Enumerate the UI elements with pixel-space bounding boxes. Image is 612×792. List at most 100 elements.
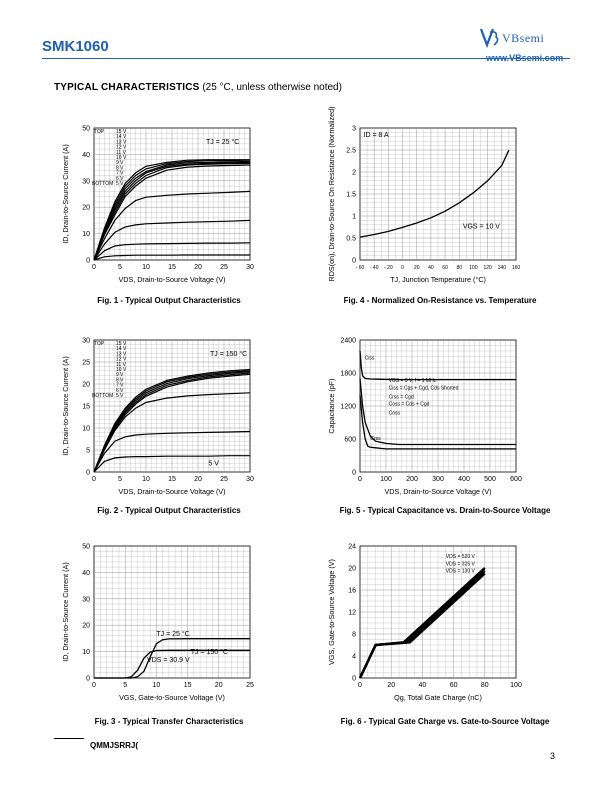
series-line-3 xyxy=(358,567,486,679)
legend-item: 13 V xyxy=(116,139,127,145)
x-tick-label: 100 xyxy=(380,476,392,483)
y-tick-label: 10 xyxy=(82,649,90,656)
legend-item: 10 V xyxy=(116,367,127,373)
legend-item: 5 V xyxy=(116,181,124,187)
footer-rule xyxy=(54,738,84,739)
y-tick-label: 2.5 xyxy=(346,148,356,155)
legend-item: 15 V xyxy=(116,129,127,135)
page-number: 3 xyxy=(550,751,556,761)
annotation-7: Crss xyxy=(370,436,381,442)
annotation-1: Ciss xyxy=(365,355,375,361)
legend-item: 8 V xyxy=(116,377,124,383)
annotation-tj: TJ = 25 °C xyxy=(206,138,239,146)
series-line-5 xyxy=(93,162,251,261)
y-axis-label: ID, Drain-to-Source Current (A) xyxy=(61,144,70,243)
annotation-3: Ciss = Cgs + Cgd, Cds Shorted xyxy=(389,386,459,392)
legend-item: 6 V xyxy=(116,176,124,182)
footer-code: QMMJSRRJ( xyxy=(90,741,139,750)
series-line-8 xyxy=(93,455,250,473)
x-axis-label: VGS, Gate-to-Source Voltage (V) xyxy=(119,693,225,702)
y-tick-label: 0 xyxy=(86,470,90,477)
x-tick-label: 20 xyxy=(414,265,420,271)
x-tick-label: 80 xyxy=(456,265,462,271)
x-tick-label: 160 xyxy=(512,265,521,271)
caption-fig4: Fig. 4 - Normalized On-Resistance vs. Te… xyxy=(343,296,537,305)
y-tick-label: 20 xyxy=(348,566,356,573)
series-line-7 xyxy=(93,190,251,261)
x-tick-label: 0 xyxy=(401,265,404,271)
y-tick-label: 0 xyxy=(352,676,356,683)
logo-icon xyxy=(479,28,499,48)
x-tick-label: - 60 xyxy=(356,265,365,271)
y-tick-label: 20 xyxy=(82,382,90,389)
y-tick-label: 8 xyxy=(352,632,356,639)
x-axis-label: TJ, Junction Temperature (°C) xyxy=(390,275,486,284)
y-tick-label: 0 xyxy=(86,258,90,265)
y-axis-label: ID, Drain-to-Source Current (A) xyxy=(61,356,70,455)
y-axis-label: VGS, Gate-to-Source Voltage (V) xyxy=(327,559,336,665)
annotation-5: Coss = Cds + Cgd xyxy=(389,401,430,407)
x-tick-label: 60 xyxy=(450,682,458,689)
legend: TOP 15 V14 V13 V12 V11 V10 V9 V8 V7 V6 V5… xyxy=(92,341,127,399)
x-axis-label: VDS, Drain-to-Source Voltage (V) xyxy=(118,487,225,496)
x-tick-label: 40 xyxy=(419,682,427,689)
x-tick-label: 20 xyxy=(387,682,395,689)
series-line-6 xyxy=(93,392,251,473)
x-tick-label: 0 xyxy=(358,476,362,483)
y-tick-label: 30 xyxy=(82,338,90,345)
y-tick-label: 1200 xyxy=(340,404,356,411)
x-axis-label: VDS, Drain-to-Source Voltage (V) xyxy=(384,487,491,496)
y-tick-label: 20 xyxy=(82,205,90,212)
x-tick-label: 15 xyxy=(168,476,176,483)
x-axis-label: VDS, Drain-to-Source Voltage (V) xyxy=(118,275,225,284)
x-tick-label: 10 xyxy=(142,476,150,483)
legend-item: 9 V xyxy=(116,160,124,166)
x-tick-label: 5 xyxy=(123,682,127,689)
y-tick-label: 10 xyxy=(82,426,90,433)
caption-fig6: Fig. 6 - Typical Gate Charge vs. Gate-to… xyxy=(340,717,550,726)
series-line-9 xyxy=(93,242,251,261)
series-line-1 xyxy=(93,159,250,261)
x-tick-label: 0 xyxy=(92,682,96,689)
y-tick-label: 1 xyxy=(352,214,356,221)
section-title: TYPICAL CHARACTERISTICS xyxy=(54,82,200,93)
y-tick-label: 50 xyxy=(82,126,90,133)
section-heading: TYPICAL CHARACTERISTICS (25 °C, unless o… xyxy=(54,82,342,93)
chart-fig1: 0 5 10 15 20 25 30 0 10 20 30 40 50 VDS, Drain-to-Sou… xyxy=(54,118,284,296)
legend-item: 12 V xyxy=(116,357,127,363)
plot-area xyxy=(93,127,251,261)
annotation-vgs: VGS = 10 V xyxy=(463,223,500,230)
y-tick-label: 1800 xyxy=(340,371,356,378)
y-tick-label: 12 xyxy=(348,610,356,617)
series-line-6 xyxy=(93,164,251,261)
annotation-2: VGS = 0 V, f = 1 MHz xyxy=(389,378,437,384)
series-line-2 xyxy=(93,159,251,261)
legend-item: 8 V xyxy=(116,165,124,171)
plot-area xyxy=(359,339,517,473)
annotation-4: Crss = Cgd xyxy=(389,394,414,400)
series-line-1 xyxy=(94,638,250,679)
series-line-1 xyxy=(359,350,516,381)
x-tick-label: - 40 xyxy=(370,265,379,271)
chart-fig2: 0 5 10 15 20 25 30 0 5 10 15 20 25 30 VDS, Drain-to-So… xyxy=(54,330,284,508)
caption-fig1: Fig. 1 - Typical Output Characteristics xyxy=(97,296,241,305)
y-tick-label: 600 xyxy=(344,437,356,444)
legend-item: VDS = 520 V xyxy=(446,554,476,560)
legend-bottom: BOTTOM xyxy=(92,393,113,399)
y-tick-label: 24 xyxy=(348,544,356,551)
legend-item: 11 V xyxy=(116,362,127,368)
legend-item: 11 V xyxy=(116,150,127,156)
legend-item: 7 V xyxy=(116,383,124,389)
y-tick-label: 20 xyxy=(82,623,90,630)
legend-bottom: BOTTOM xyxy=(92,181,113,187)
legend-item: 13 V xyxy=(116,351,127,357)
y-axis-label: RDS(on), Drain-to-Source On Resistance (… xyxy=(327,107,336,282)
legend-item: 14 V xyxy=(116,134,127,140)
x-tick-label: 30 xyxy=(246,264,254,271)
x-tick-label: 400 xyxy=(458,476,470,483)
y-tick-label: 0.5 xyxy=(346,236,356,243)
series-line-4 xyxy=(93,161,251,261)
series-line-1 xyxy=(359,149,510,238)
annotation-tj150: TJ = 150 °C xyxy=(191,648,228,656)
x-tick-label: 100 xyxy=(510,682,522,689)
